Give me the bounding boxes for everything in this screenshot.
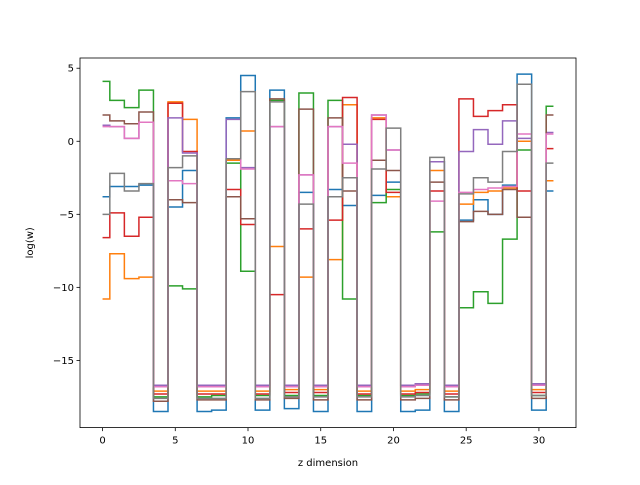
plot-area-frame <box>79 57 577 429</box>
y-tick-label: −5 <box>59 210 74 221</box>
x-tick-label: 5 <box>172 436 178 447</box>
x-axis-ticks: 0 5 10 15 20 25 30 <box>99 427 546 447</box>
x-axis-label: z dimension <box>298 458 358 469</box>
x-tick-label: 25 <box>460 436 473 447</box>
y-tick-label: 5 <box>68 64 74 75</box>
y-axis-ticks: 5 0 −5 −10 −15 <box>53 64 80 367</box>
series-line-6 <box>102 98 554 403</box>
x-tick-label: 15 <box>314 436 327 447</box>
x-tick-label: 10 <box>242 436 255 447</box>
y-tick-label: −15 <box>53 356 74 367</box>
series-line-8 <box>102 83 554 400</box>
x-tick-label: 0 <box>99 436 105 447</box>
series-layer <box>102 73 554 413</box>
x-tick-label: 20 <box>387 436 400 447</box>
y-tick-label: 0 <box>68 137 74 148</box>
series-line-7 <box>102 114 554 388</box>
y-axis-label: log(w) <box>25 227 36 258</box>
x-tick-label: 30 <box>533 436 546 447</box>
y-tick-label: −10 <box>53 283 74 294</box>
